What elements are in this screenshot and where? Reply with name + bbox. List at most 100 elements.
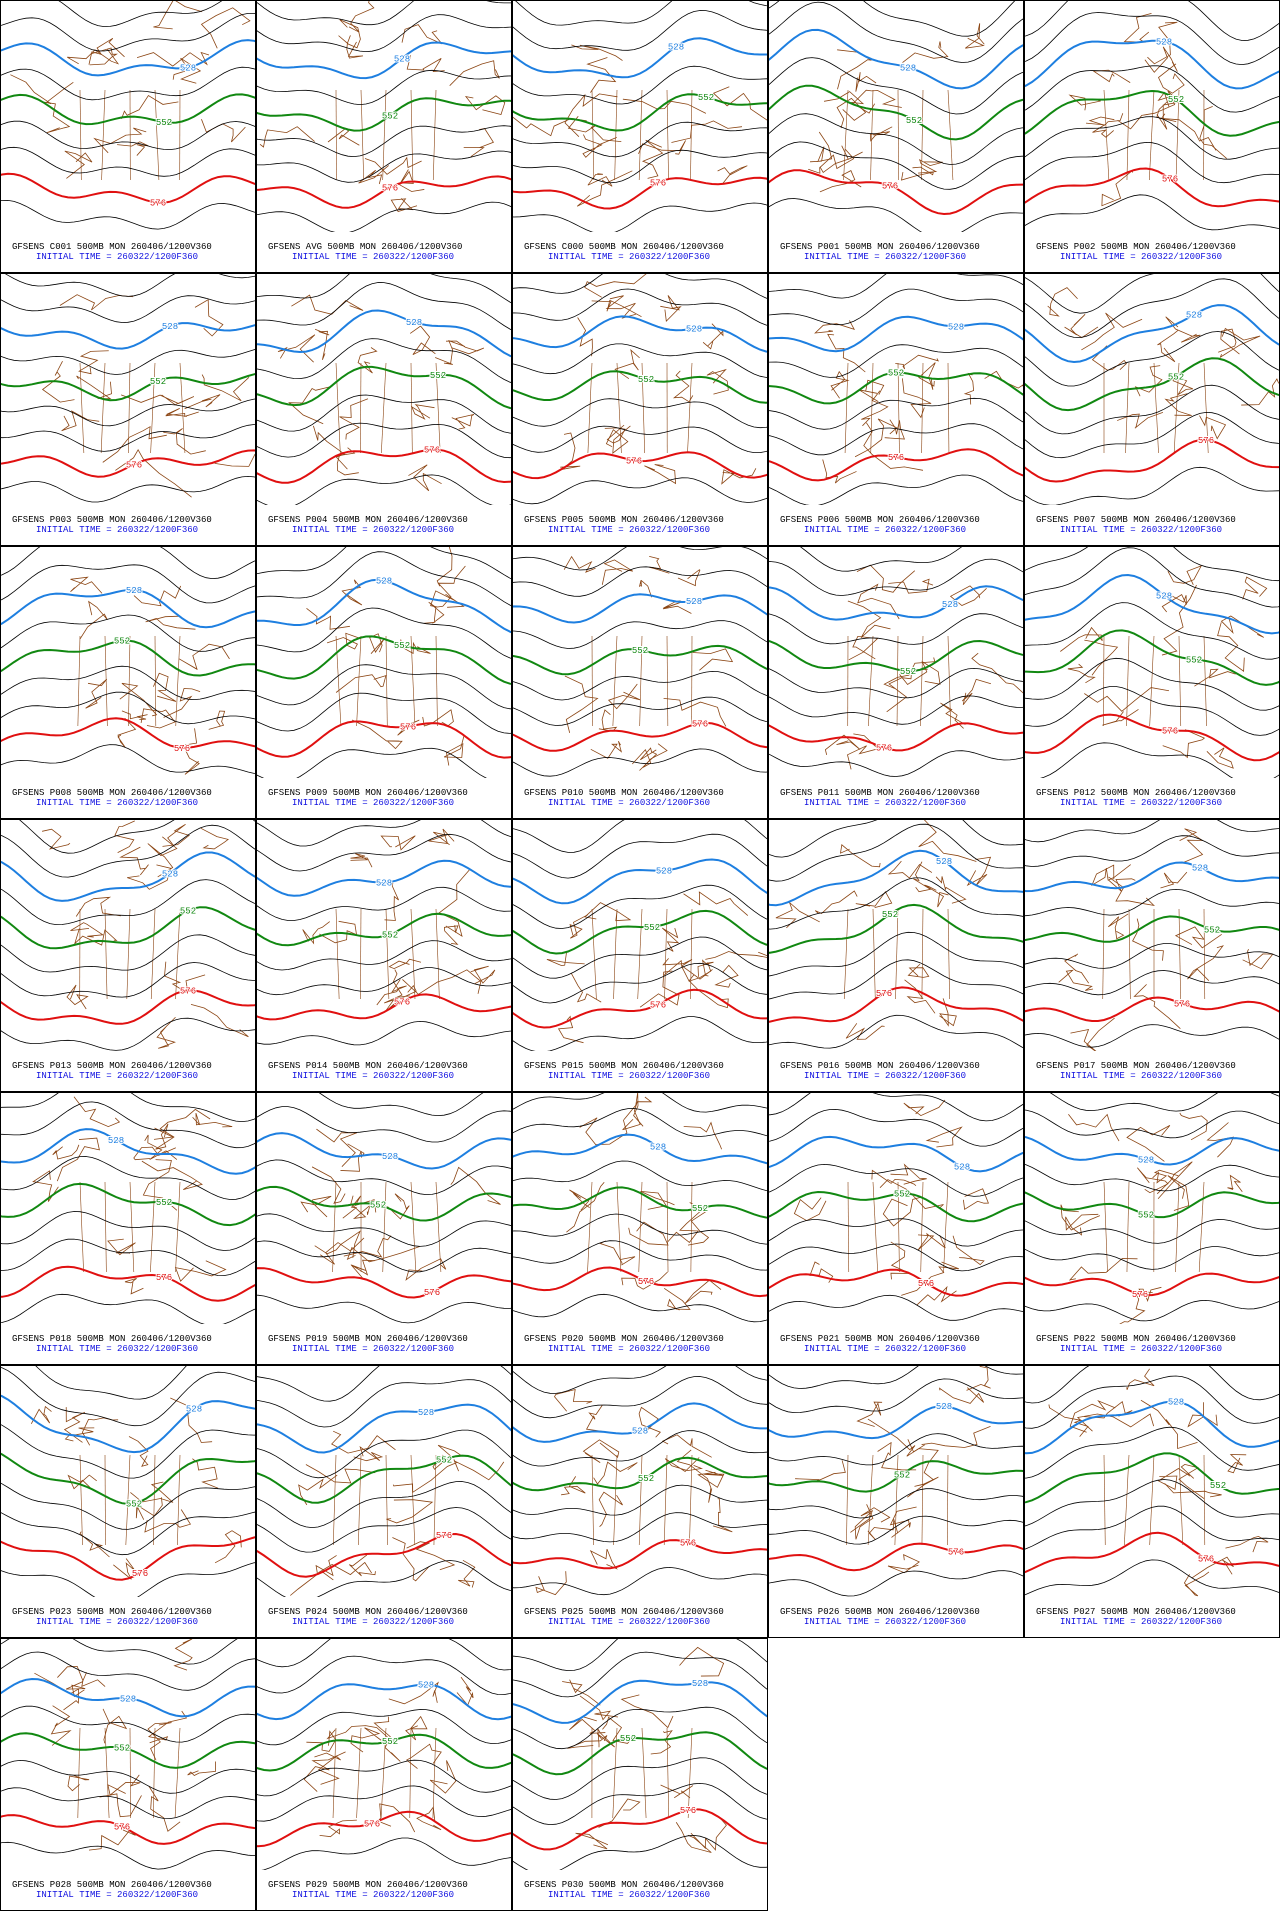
- coastline: [1164, 1483, 1222, 1498]
- border: [663, 1454, 668, 1546]
- map-panel: 528 552 576 GFSENS P025 500MB MON 260406/12…: [512, 1365, 768, 1638]
- key-contour: [1024, 915, 1280, 943]
- panel-border: [0, 546, 256, 819]
- coastline: [1220, 615, 1265, 638]
- key-contour: [512, 37, 768, 79]
- contour-label: 552: [1168, 95, 1184, 105]
- key-contour: [512, 1679, 768, 1724]
- coastline: [314, 328, 330, 360]
- coastline: [598, 1491, 623, 1528]
- coastline: [563, 555, 596, 573]
- coastline: [793, 1197, 827, 1222]
- contour: [768, 558, 1024, 596]
- key-contour: [256, 41, 512, 80]
- panel-border: [1024, 819, 1280, 1092]
- contour: [1024, 1246, 1280, 1270]
- border: [1126, 1181, 1130, 1273]
- map-panel: 528 552 576 GFSENS P009 500MB MON 260406/12…: [256, 546, 512, 819]
- map-area: 528 552 576: [1024, 0, 1280, 231]
- coastline: [1060, 1204, 1101, 1231]
- map-area: 528 552 576: [0, 546, 256, 775]
- contour: [1024, 411, 1280, 459]
- coastline: [902, 378, 932, 419]
- contour-label: 576: [150, 199, 166, 209]
- coastline: [67, 1474, 97, 1490]
- coastline: [200, 7, 251, 49]
- key-contour: [512, 644, 768, 676]
- coastline: [924, 884, 949, 908]
- coastline: [342, 1195, 377, 1219]
- map-panel: 528 552 576 GFSENS P021 500MB MON 260406/12…: [768, 1092, 1024, 1365]
- key-contour: [768, 1405, 1024, 1440]
- map-area: 528 552 576: [512, 273, 768, 505]
- key-contour: [512, 451, 768, 480]
- key-contour: [256, 309, 512, 358]
- contour: [768, 877, 1024, 930]
- key-contour: [768, 986, 1024, 1024]
- contour: [768, 113, 1024, 165]
- contour: [512, 546, 768, 571]
- map-area: 528 552 576: [512, 546, 768, 777]
- coastline: [721, 468, 757, 485]
- contour-label: 576: [876, 989, 892, 999]
- contour-label: 552: [1204, 925, 1220, 935]
- coastline: [1092, 69, 1131, 83]
- contour-label: 528: [1138, 1155, 1154, 1165]
- border: [1175, 1181, 1180, 1273]
- contour-label: 576: [424, 1288, 440, 1298]
- contour: [256, 474, 512, 505]
- coastline: [918, 362, 936, 390]
- key-contour: [512, 176, 768, 210]
- panel-init-time: INITIAL TIME = 260322/1200F360: [292, 252, 454, 262]
- key-contour: [1024, 573, 1280, 635]
- coastline: [1091, 345, 1127, 371]
- coastline: [675, 1822, 712, 1853]
- border: [1103, 635, 1105, 727]
- coastline: [1225, 1535, 1269, 1553]
- contour: [0, 295, 256, 323]
- panel-init-time: INITIAL TIME = 260322/1200F360: [548, 798, 710, 808]
- coastline: [346, 1246, 420, 1263]
- key-contour: [768, 1268, 1024, 1297]
- contour-label: 552: [156, 118, 172, 128]
- contour: [512, 833, 768, 879]
- coastline: [88, 1828, 136, 1851]
- coastline: [1069, 1399, 1116, 1433]
- map-panel: 528 552 576 GFSENS P008 500MB MON 260406/12…: [0, 546, 256, 819]
- coastline: [376, 979, 407, 1006]
- map-area: 528 552 576: [512, 1092, 768, 1323]
- key-contour: [512, 93, 768, 132]
- coastline: [814, 890, 858, 914]
- contour: [1024, 141, 1280, 184]
- coastline: [900, 166, 934, 181]
- contour: [768, 1433, 1024, 1466]
- contour: [256, 273, 512, 304]
- key-contour: [512, 370, 768, 404]
- map-area: 528 552 576: [0, 273, 256, 503]
- map-panel: 528 552 576 GFSENS P023 500MB MON 260406/12…: [0, 1365, 256, 1638]
- panel-border: [512, 1092, 768, 1365]
- coastline: [133, 1146, 176, 1161]
- contour: [256, 14, 512, 53]
- contour: [256, 1020, 512, 1046]
- coastline: [614, 348, 640, 380]
- coastline: [882, 1196, 921, 1227]
- border: [872, 908, 876, 1000]
- contour: [768, 667, 1024, 699]
- panel-title: GFSENS AVG 500MB MON 260406/1200V360: [268, 242, 462, 252]
- key-contour: [0, 449, 256, 478]
- contour-label: 552: [126, 1500, 142, 1510]
- key-contour: [512, 315, 768, 353]
- panel-border: [512, 273, 768, 546]
- map-area: 528 552 576: [768, 819, 1024, 1049]
- coastline: [1217, 622, 1245, 672]
- map-area: 528 552 576: [768, 546, 1024, 777]
- contour: [0, 1211, 256, 1251]
- coastline: [119, 682, 158, 717]
- coastline: [214, 1530, 242, 1564]
- coastline: [560, 432, 581, 470]
- contour-label: 552: [620, 1734, 636, 1744]
- border: [433, 1454, 437, 1546]
- border: [591, 908, 597, 1000]
- contour: [512, 962, 768, 1004]
